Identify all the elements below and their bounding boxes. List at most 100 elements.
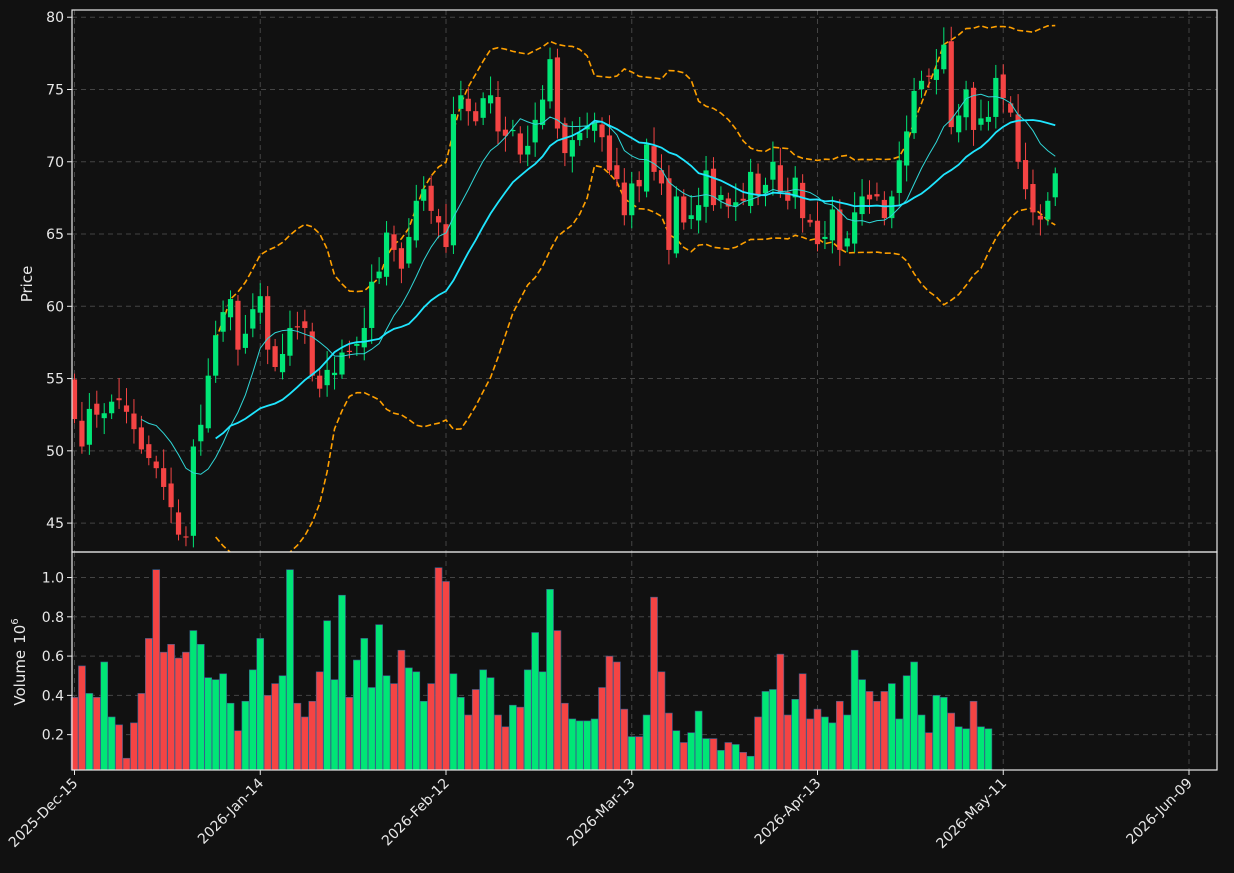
volume-bar-21 xyxy=(226,702,235,771)
candle-body-85 xyxy=(703,170,709,207)
volume-bar-48 xyxy=(427,683,435,771)
candle-body-62 xyxy=(532,119,538,143)
candle-body-61 xyxy=(525,145,531,155)
candle-body-13 xyxy=(168,483,174,508)
volume-tick-label-0.8: 0.8 xyxy=(42,610,64,626)
candle-body-24 xyxy=(250,309,256,329)
volume-bar-51 xyxy=(449,673,458,771)
volume-bar-26 xyxy=(263,695,272,771)
candle-body-49 xyxy=(435,216,442,223)
volume-bar-25 xyxy=(256,638,265,771)
volume-bar-44 xyxy=(397,649,406,771)
candle-body-129 xyxy=(1030,184,1036,213)
candle-body-16 xyxy=(190,446,196,536)
y-axis-ticks: 45 50 55 60 65 70 75 80 0.2 0.4 0.6 0.8 1.0 xyxy=(42,10,72,744)
candle-body-32 xyxy=(309,331,315,376)
volume-bar-5 xyxy=(107,716,116,771)
candle-body-54 xyxy=(473,111,479,122)
candle-body-77 xyxy=(644,144,650,192)
volume-bar-58 xyxy=(501,726,510,771)
volume-bar-96 xyxy=(783,714,792,771)
candle-body-56 xyxy=(487,95,494,104)
candle-body-39 xyxy=(361,327,367,348)
volume-bar-1 xyxy=(78,665,86,771)
volume-bars xyxy=(70,567,993,771)
price-tick-label-70: 70 xyxy=(46,155,64,171)
volume-bar-53 xyxy=(464,714,473,771)
price-tick-label-80: 80 xyxy=(46,10,64,26)
volume-bar-16 xyxy=(189,630,198,771)
volume-bar-118 xyxy=(947,712,956,771)
candle-body-7 xyxy=(123,405,130,412)
candle-body-111 xyxy=(896,160,902,193)
candle-body-28 xyxy=(279,353,286,373)
volume-bar-24 xyxy=(249,669,257,771)
candle-body-50 xyxy=(443,224,449,248)
volume-bar-17 xyxy=(197,644,205,771)
candle-body-70 xyxy=(592,122,598,131)
candle-body-10 xyxy=(146,444,152,459)
candle-body-33 xyxy=(317,375,323,389)
candle-body-118 xyxy=(948,41,954,128)
price-tick-label-60: 60 xyxy=(46,299,64,315)
candle-body-51 xyxy=(450,114,457,246)
volume-tick-label-0.2: 0.2 xyxy=(42,728,64,744)
price-tick-label-50: 50 xyxy=(46,444,64,460)
volume-bar-113 xyxy=(910,661,918,771)
candle-body-90 xyxy=(740,198,746,201)
candle-body-92 xyxy=(755,173,761,195)
volume-bar-103 xyxy=(835,700,844,771)
volume-bar-29 xyxy=(286,569,294,771)
volume-bar-4 xyxy=(100,661,109,771)
volume-bar-10 xyxy=(145,638,153,771)
volume-bar-116 xyxy=(932,695,941,771)
volume-panel-frame xyxy=(71,551,1218,771)
volume-bar-28 xyxy=(278,675,287,771)
volume-bar-46 xyxy=(412,671,421,771)
candle-body-67 xyxy=(569,140,575,157)
candle-body-117 xyxy=(941,44,947,70)
volume-bar-67 xyxy=(568,718,577,771)
candle-body-60 xyxy=(517,133,523,155)
volume-bar-6 xyxy=(115,724,123,771)
candle-body-44 xyxy=(398,248,405,269)
candle-body-14 xyxy=(175,512,182,535)
candle-body-74 xyxy=(621,182,627,216)
volume-bar-3 xyxy=(92,697,101,771)
candle-body-71 xyxy=(599,124,605,138)
candle-body-29 xyxy=(287,327,293,356)
candle-body-48 xyxy=(428,185,434,211)
candle-body-81 xyxy=(673,196,679,254)
candle-body-94 xyxy=(770,161,776,180)
volume-bar-39 xyxy=(360,638,369,771)
volume-bar-65 xyxy=(553,630,562,771)
candle-body-103 xyxy=(837,209,843,250)
volume-bar-63 xyxy=(538,671,547,771)
candle-body-101 xyxy=(822,236,828,239)
volume-bar-79 xyxy=(657,671,666,771)
candle-body-5 xyxy=(109,401,115,414)
candle-body-4 xyxy=(101,413,107,419)
candle-body-120 xyxy=(963,89,969,118)
volume-bar-54 xyxy=(471,689,480,771)
volume-bar-123 xyxy=(984,728,993,771)
candle-body-112 xyxy=(904,131,910,166)
price-tick-label-65: 65 xyxy=(46,227,64,243)
volume-bar-22 xyxy=(234,730,242,771)
candle-body-46 xyxy=(413,200,419,241)
volume-bar-105 xyxy=(850,649,859,771)
volume-bar-73 xyxy=(613,661,621,771)
moving-averages xyxy=(141,93,1056,475)
candle-body-108 xyxy=(874,194,880,197)
volume-bar-33 xyxy=(315,671,324,771)
volume-bar-64 xyxy=(546,589,554,771)
volume-bar-120 xyxy=(962,728,970,771)
candle-body-83 xyxy=(688,215,694,219)
candle-body-27 xyxy=(272,346,278,367)
volume-bar-72 xyxy=(605,655,614,771)
bollinger-lower-line xyxy=(215,164,1056,552)
candle-body-98 xyxy=(800,182,806,219)
candle-body-31 xyxy=(302,321,308,328)
volume-bar-104 xyxy=(843,714,852,771)
